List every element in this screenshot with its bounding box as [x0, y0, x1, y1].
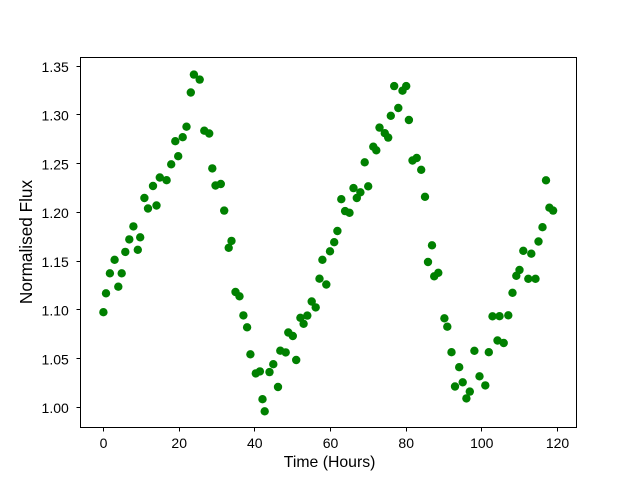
svg-text:1.25: 1.25: [42, 157, 69, 173]
svg-text:1.05: 1.05: [42, 351, 69, 367]
svg-text:Time (Hours): Time (Hours): [284, 454, 376, 471]
svg-text:80: 80: [398, 435, 414, 451]
svg-text:1.15: 1.15: [42, 254, 69, 270]
svg-text:1.30: 1.30: [42, 108, 69, 124]
svg-text:1.35: 1.35: [42, 59, 69, 75]
svg-text:100: 100: [470, 435, 494, 451]
svg-text:1.00: 1.00: [42, 400, 69, 416]
svg-text:60: 60: [323, 435, 339, 451]
svg-text:Normalised Flux: Normalised Flux: [16, 180, 36, 305]
svg-text:40: 40: [247, 435, 263, 451]
svg-text:1.20: 1.20: [42, 205, 69, 221]
svg-text:1.10: 1.10: [42, 303, 69, 319]
svg-text:120: 120: [546, 435, 570, 451]
svg-text:20: 20: [171, 435, 187, 451]
svg-text:0: 0: [100, 435, 108, 451]
